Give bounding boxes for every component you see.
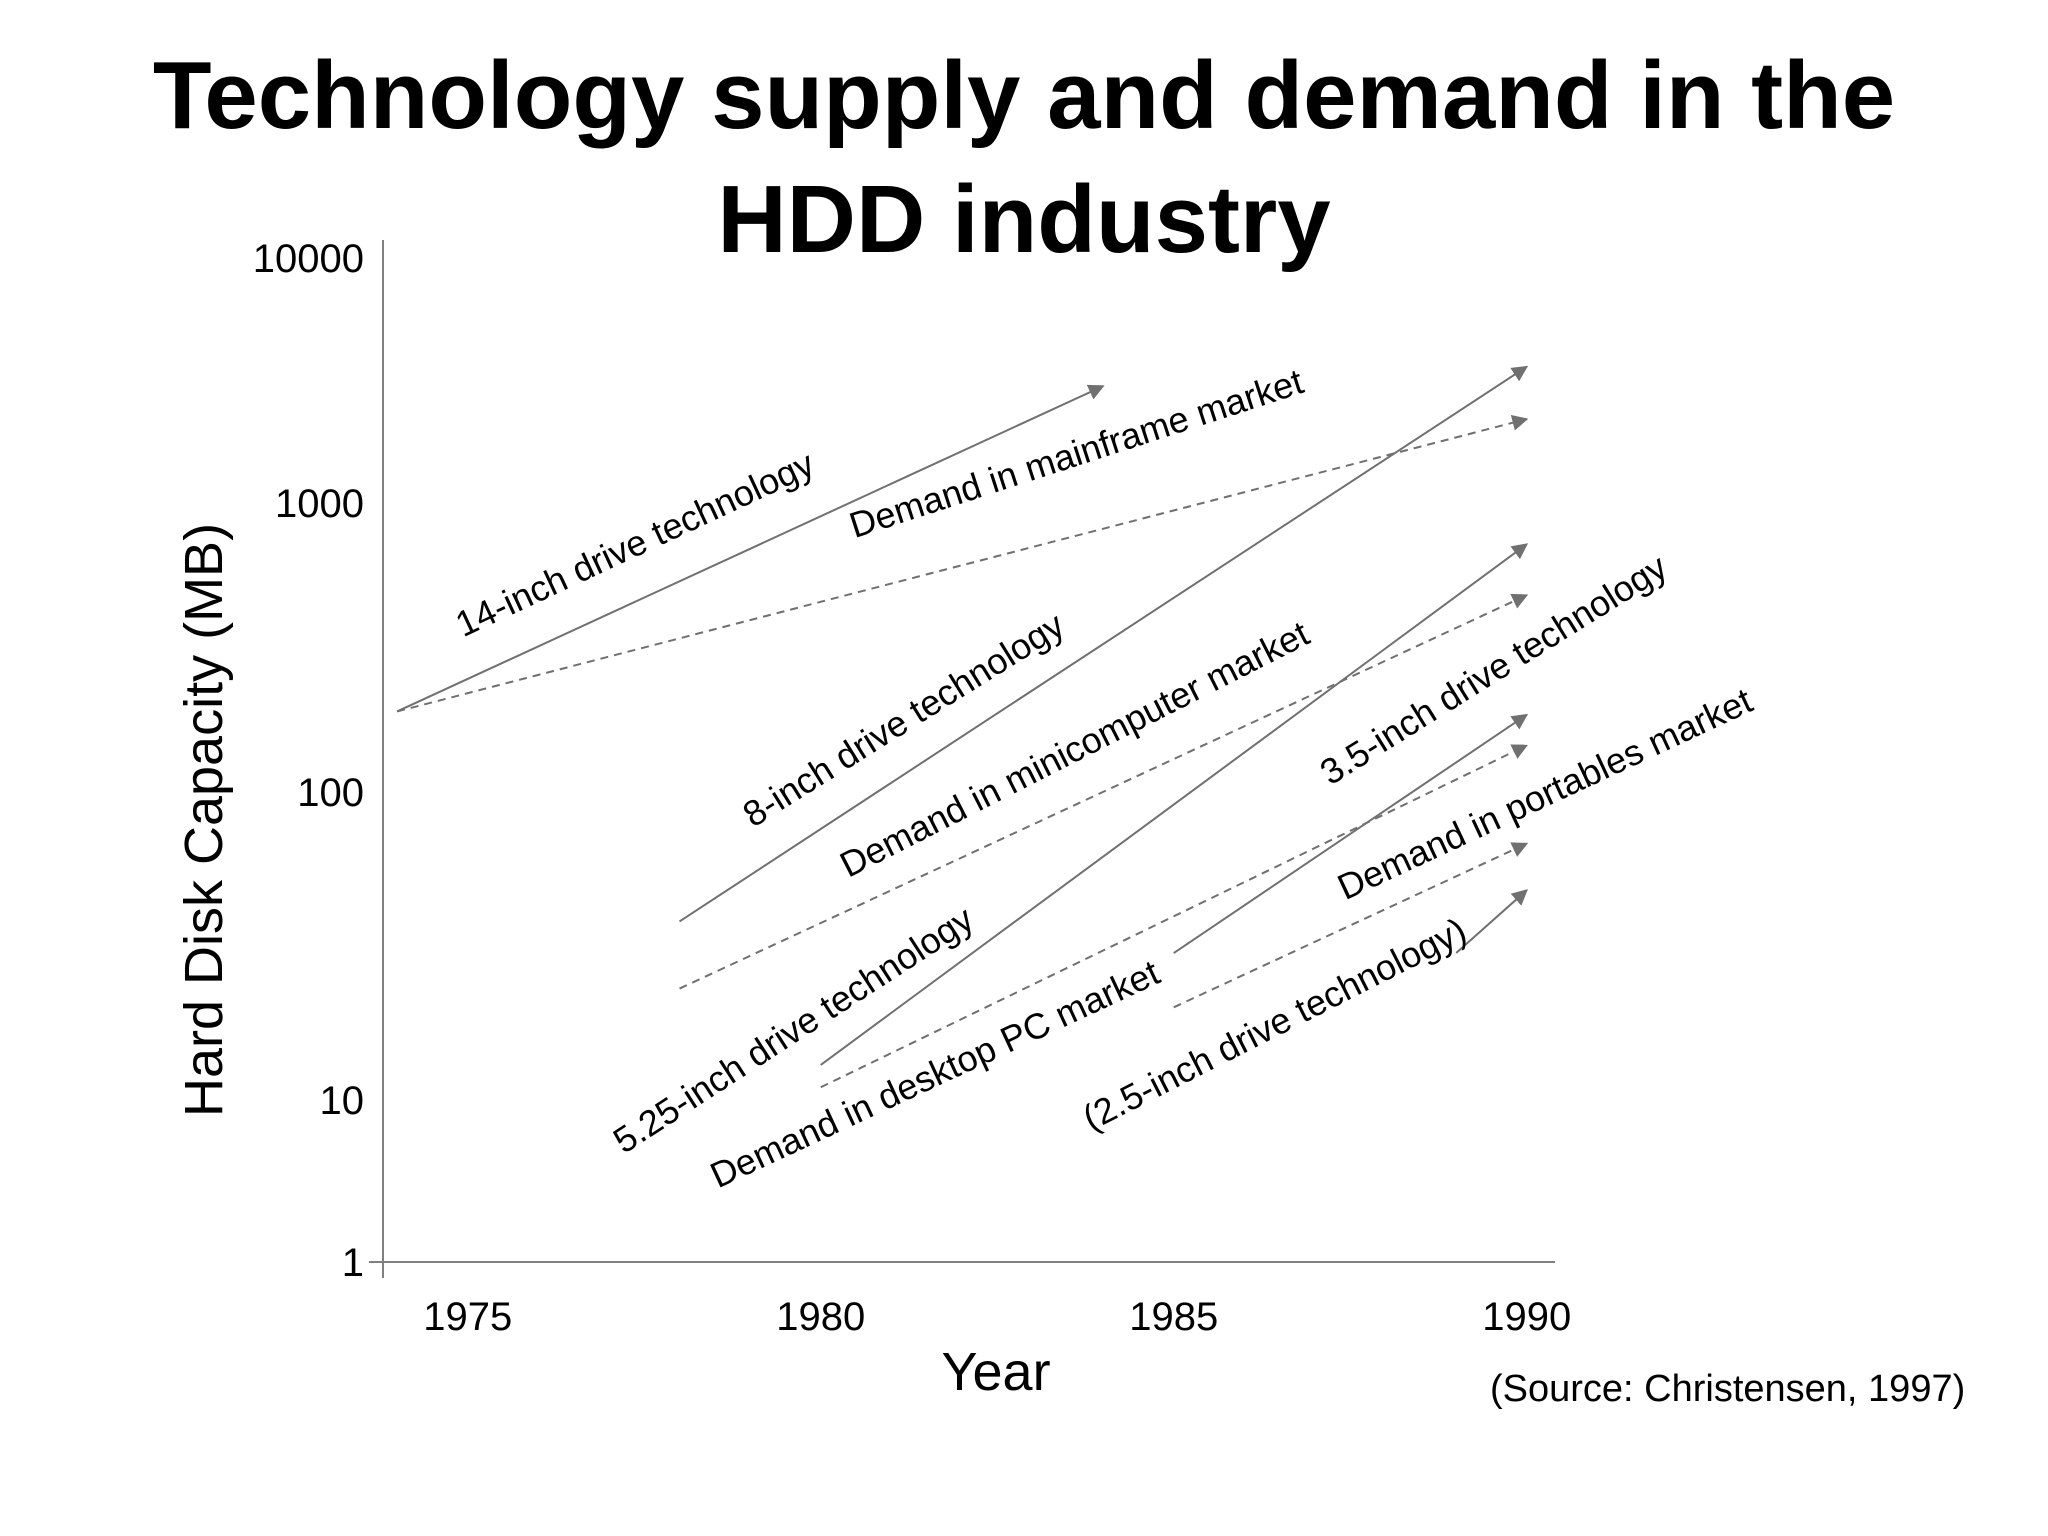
y-tick-label: 1 [342,1241,364,1285]
series-line-1 [396,414,1529,713]
x-tick-label: 1990 [1482,1295,1571,1339]
series-label-0: 14-inch drive technology [449,443,820,645]
series-line-0 [396,384,1105,713]
series-line-6 [1173,713,1529,954]
y-tick-label: 10000 [253,237,364,281]
x-tick-label: 1980 [776,1295,865,1339]
series-line-7 [1173,842,1529,1009]
series-line-4 [820,543,1529,1066]
x-tick-label: 1975 [423,1295,512,1339]
y-axis-label: Hard Disk Capacity (MB) [174,523,234,1117]
y-tick-label: 100 [297,771,364,815]
series-label-2: 8-inch drive technology [736,604,1072,835]
chart-title-line-1: Technology supply and demand in the [152,42,1896,149]
x-axis-label: Year [941,1342,1050,1402]
series-line-2 [678,365,1529,923]
series-line-5 [820,744,1529,1089]
y-tick-label: 1000 [275,482,364,526]
series-label-5: Demand in desktop PC market [704,952,1166,1196]
axes: 1 10 100 1000 10000 1975 1980 1985 1990 Year Hard … [174,237,1571,1402]
source-note: (Source: Christensen, 1997) [1490,1368,1966,1410]
series-lines [396,365,1529,1089]
series-line-3 [679,593,1529,990]
y-tick-label: 10 [320,1079,365,1123]
chart-title-line-2: HDD industry [717,166,1331,273]
chart-title: Technology supply and demand in the HDD … [0,34,2048,282]
series-line-8 [1455,889,1528,954]
series-label-1: Demand in mainframe market [844,360,1308,546]
series-label-8: (2.5-inch drive technology) [1076,909,1473,1138]
series-labels: 14-inch drive technology Demand in mainfr… [449,360,1758,1195]
x-tick-label: 1985 [1129,1295,1218,1339]
series-label-3: Demand in minicomputer market [833,613,1315,886]
